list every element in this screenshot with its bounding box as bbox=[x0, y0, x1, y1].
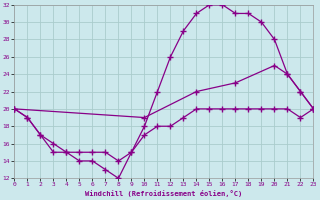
X-axis label: Windchill (Refroidissement éolien,°C): Windchill (Refroidissement éolien,°C) bbox=[85, 190, 243, 197]
